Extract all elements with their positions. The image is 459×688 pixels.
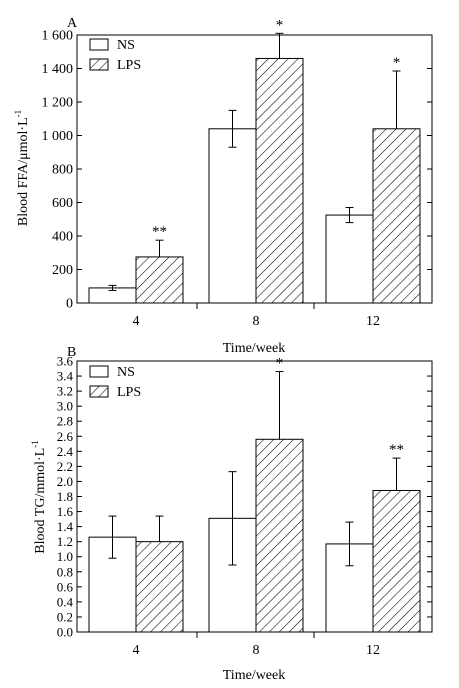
y-tick-label: 3.0	[57, 399, 73, 414]
y-tick-label: 0	[66, 297, 73, 312]
y-tick-label: 0.8	[57, 564, 73, 579]
y-tick-label: 1 600	[42, 29, 74, 44]
y-tick-label: 0.6	[57, 579, 74, 594]
bar-ns	[325, 214, 374, 304]
y-tick-label: 1.4	[57, 519, 74, 534]
legend-ns-label: NS	[117, 365, 135, 380]
significance-mark: **	[152, 224, 167, 240]
panel-b-x-axis: 4 8 12	[133, 632, 380, 658]
y-tick-label: 1 200	[42, 96, 74, 111]
y-tick-label: 0.2	[57, 609, 73, 624]
y-tick-label: 400	[52, 230, 73, 245]
legend-ns-label: NS	[117, 38, 135, 53]
panel-b-label: B	[67, 345, 76, 360]
y-tick-label: 2.8	[57, 414, 73, 429]
legend-lps-label: LPS	[117, 58, 141, 73]
significance-mark: *	[276, 17, 284, 33]
panel-b-bars: ***	[88, 356, 421, 633]
panel-b-x-axis-title: Time/week	[223, 668, 285, 683]
panel-b-y-axis-title: Blood TG/mmol·L-1	[30, 440, 48, 553]
bar-lps	[135, 256, 184, 304]
y-tick-label: 1.2	[57, 534, 73, 549]
y-tick-label: 0.0	[57, 625, 73, 640]
y-tick-label: 0.4	[57, 594, 74, 609]
y-tick-label: 1.6	[57, 504, 74, 519]
y-tick-label: 3.2	[57, 384, 73, 399]
bar-lps	[255, 438, 304, 633]
y-tick-label: 2.4	[57, 444, 74, 459]
panel-a-bars: ****	[88, 17, 421, 304]
significance-mark: **	[389, 442, 404, 458]
y-tick-label: 2.6	[57, 429, 74, 444]
panel-b: B 0.00.20.40.60.81.01.21.41.61.82.02.22.…	[30, 345, 433, 683]
panel-a-label: A	[67, 16, 78, 31]
legend-ns-swatch	[89, 38, 109, 51]
panel-b-legend: NS LPS	[89, 365, 141, 400]
panel-a-x-axis-title: Time/week	[223, 341, 285, 356]
panel-a-x-axis: 4 8 12	[133, 303, 380, 329]
bar-lps	[372, 128, 421, 304]
y-tick-label: 800	[52, 163, 73, 178]
x-tick-label: 8	[253, 314, 260, 329]
y-tick-label: 2.2	[57, 459, 73, 474]
panel-a-y-axis-title: Blood FFA/μmol·L-1	[13, 110, 31, 226]
x-tick-label: 12	[366, 643, 380, 658]
y-tick-label: 2.0	[57, 474, 73, 489]
x-tick-label: 12	[366, 314, 380, 329]
significance-mark: *	[393, 55, 401, 71]
panel-a-legend: NS LPS	[89, 38, 141, 73]
y-tick-label: 200	[52, 263, 73, 278]
bar-lps	[372, 489, 421, 633]
x-tick-label: 4	[133, 643, 140, 658]
y-tick-label: 1 400	[42, 62, 74, 77]
panel-a: A 0 200 400 600 800 1 000 1 200 1 400 1 600 4 8 12…	[13, 16, 433, 356]
legend-lps-swatch	[89, 385, 109, 398]
significance-mark: *	[276, 356, 284, 372]
x-tick-label: 4	[133, 314, 140, 329]
legend-lps-swatch	[89, 58, 109, 71]
y-tick-label: 3.6	[57, 354, 74, 369]
legend-ns-swatch	[89, 365, 109, 378]
panel-a-y-axis: 0 200 400 600 800 1 000 1 200 1 400 1 600	[42, 29, 432, 312]
y-tick-label: 1 000	[42, 129, 74, 144]
x-tick-label: 8	[253, 643, 260, 658]
legend-lps-label: LPS	[117, 385, 141, 400]
y-tick-label: 3.4	[57, 369, 74, 384]
bar-lps	[135, 541, 184, 633]
y-tick-label: 600	[52, 196, 73, 211]
panel-b-y-axis: 0.00.20.40.60.81.01.21.41.61.82.02.22.42…	[57, 354, 432, 640]
y-tick-label: 1.0	[57, 549, 73, 564]
bar-ns	[208, 128, 257, 304]
y-tick-label: 1.8	[57, 489, 73, 504]
bar-lps	[255, 57, 304, 304]
